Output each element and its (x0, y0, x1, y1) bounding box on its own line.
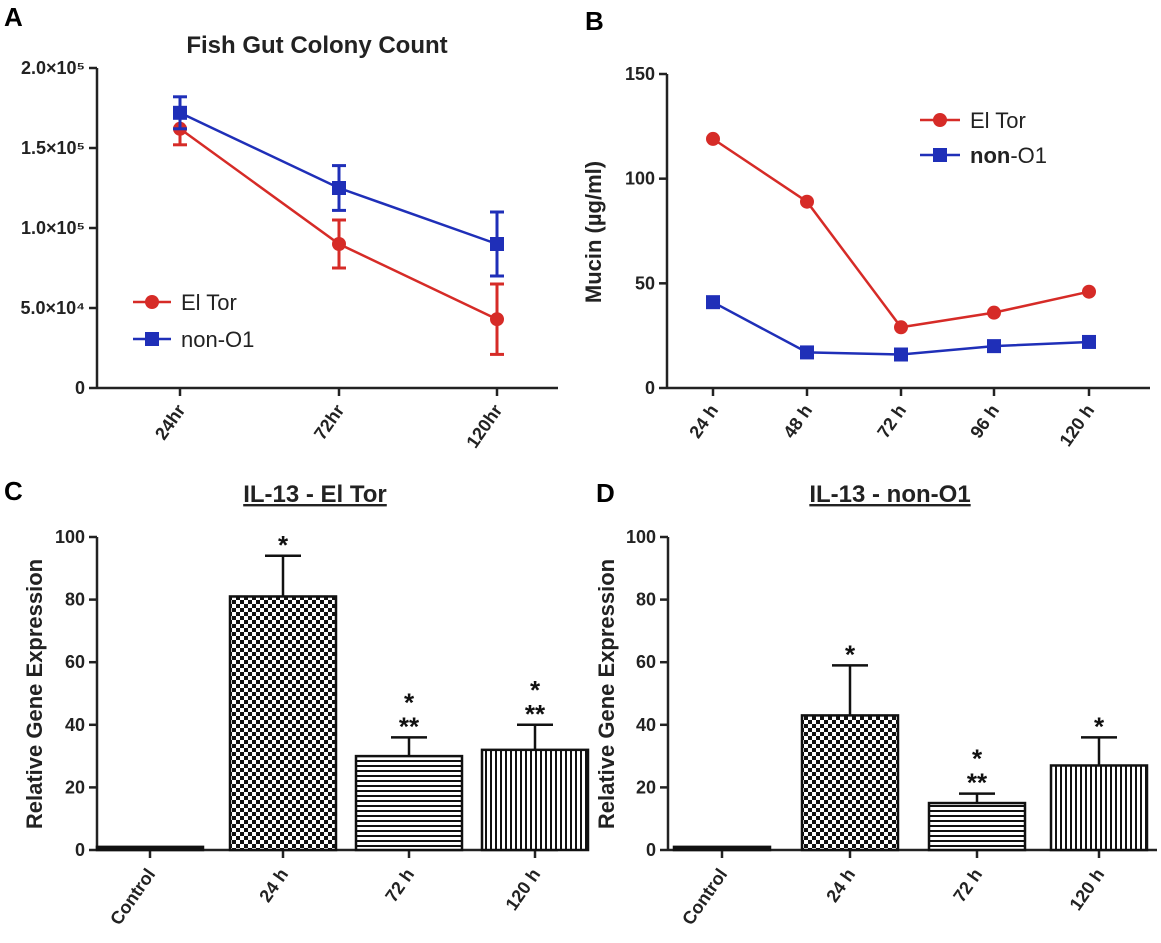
b-legend-label: El Tor (970, 108, 1026, 133)
c-xtick-label: Control (106, 865, 159, 929)
c-bar-control (95, 845, 205, 852)
b-xtick-label: 72 h (873, 401, 910, 442)
b-xtick-label: 24 h (685, 401, 722, 442)
c-xtick-label: 24 h (255, 865, 292, 906)
chart-c-ylabel: Relative Gene Expression (22, 559, 47, 829)
b-point-0 (800, 194, 814, 209)
d-significance-marker: * (972, 744, 983, 774)
a-legend-label: El Tor (181, 290, 237, 315)
d-significance-marker: ** (967, 768, 988, 798)
b-point-0 (1082, 284, 1096, 299)
d-ytick-label: 20 (636, 777, 656, 797)
c-bar-24-h (228, 595, 338, 852)
c-significance-marker: ** (525, 699, 546, 729)
panel-c-bar-chart: IL-13 - El Tor Relative Gene Expression … (22, 481, 590, 929)
a-point-1 (173, 105, 187, 120)
d-ytick-label: 80 (636, 590, 656, 610)
a-ytick-label: 1.5×10⁵ (21, 138, 85, 158)
d-significance-marker: * (1094, 711, 1105, 741)
a-ytick-label: 1.0×10⁵ (21, 218, 85, 238)
d-xtick-label: 72 h (949, 865, 986, 906)
b-legend-marker (933, 113, 947, 127)
c-ytick-label: 20 (65, 777, 85, 797)
a-legend-marker (145, 332, 159, 346)
d-ytick-label: 100 (626, 527, 656, 547)
b-xtick-label: 48 h (779, 401, 816, 442)
b-point-1 (800, 345, 814, 360)
c-significance-marker: * (404, 687, 415, 717)
c-significance-marker: ** (399, 711, 420, 741)
d-bar-120-h (1049, 764, 1149, 852)
b-xtick-label: 96 h (966, 401, 1003, 442)
b-point-1 (894, 347, 908, 362)
c-ytick-label: 100 (55, 527, 85, 547)
b-legend-label: non-O1 (970, 143, 1047, 168)
d-xtick-label: Control (678, 865, 731, 929)
a-ytick-label: 5.0×10⁴ (21, 298, 85, 318)
b-ytick-label: 100 (625, 169, 655, 189)
a-point-1 (332, 181, 346, 195)
chart-a-title: Fish Gut Colony Count (186, 32, 447, 59)
a-legend-label: non-O1 (181, 327, 254, 352)
a-point-1 (490, 237, 504, 251)
c-ytick-label: 60 (65, 652, 85, 672)
c-bar-72-h (354, 754, 464, 852)
panel-label-d: D (596, 478, 615, 508)
d-xtick-label: 24 h (822, 865, 859, 906)
d-significance-marker: * (845, 639, 856, 669)
a-xtick-label: 24hr (151, 401, 189, 444)
chart-d-title: IL-13 - non-O1 (809, 481, 970, 508)
panel-label-b: B (585, 6, 604, 36)
c-xtick-label: 72 h (381, 865, 418, 906)
d-ytick-label: 40 (636, 715, 656, 735)
chart-b-ylabel: Mucin (µg/ml) (581, 161, 606, 303)
d-bar-24-h (800, 714, 900, 852)
c-ytick-label: 80 (65, 590, 85, 610)
b-point-0 (894, 320, 908, 335)
b-ytick-label: 150 (625, 64, 655, 84)
b-point-1 (987, 339, 1001, 354)
a-ytick-label: 2.0×10⁵ (21, 58, 85, 78)
d-ytick-label: 60 (636, 652, 656, 672)
b-point-0 (706, 131, 720, 146)
b-xtick-label: 120 h (1055, 401, 1098, 450)
d-xtick-label: 120 h (1065, 865, 1108, 914)
a-xtick-label: 72hr (310, 401, 348, 444)
a-point-0 (490, 312, 504, 327)
chart-c-title: IL-13 - El Tor (243, 481, 387, 508)
panel-a-line-chart: Fish Gut Colony Count 0 5.0×10⁴ 1.0×10⁵ 1.5… (21, 32, 558, 452)
b-ytick-label: 50 (635, 273, 655, 293)
b-point-1 (706, 295, 720, 310)
panel-b-line-chart: Mucin (µg/ml) 0 50 100 150 24 h 48 h 72 h 96 h 1… (581, 64, 1150, 450)
c-significance-marker: * (278, 530, 289, 560)
d-bar-72-h (927, 801, 1027, 852)
c-ytick-label: 40 (65, 715, 85, 735)
a-point-0 (332, 237, 346, 251)
panel-label-a: A (4, 2, 23, 32)
c-xtick-label: 120 h (501, 865, 544, 914)
a-ytick-label: 0 (75, 378, 85, 398)
panel-d-bar-chart: IL-13 - non-O1 Relative Gene Expression … (594, 481, 1157, 929)
b-point-1 (1082, 334, 1096, 349)
b-legend-marker (933, 148, 947, 162)
d-bar-control (672, 845, 772, 852)
c-significance-marker: * (530, 675, 541, 705)
a-xtick-label: 120hr (462, 401, 506, 452)
d-ytick-label: 0 (646, 840, 656, 860)
b-point-0 (987, 305, 1001, 320)
a-legend-marker (145, 295, 159, 309)
panel-label-c: C (4, 476, 23, 506)
c-bar-120-h (480, 748, 590, 852)
c-ytick-label: 0 (75, 840, 85, 860)
chart-d-ylabel: Relative Gene Expression (594, 559, 619, 829)
b-ytick-label: 0 (645, 378, 655, 398)
